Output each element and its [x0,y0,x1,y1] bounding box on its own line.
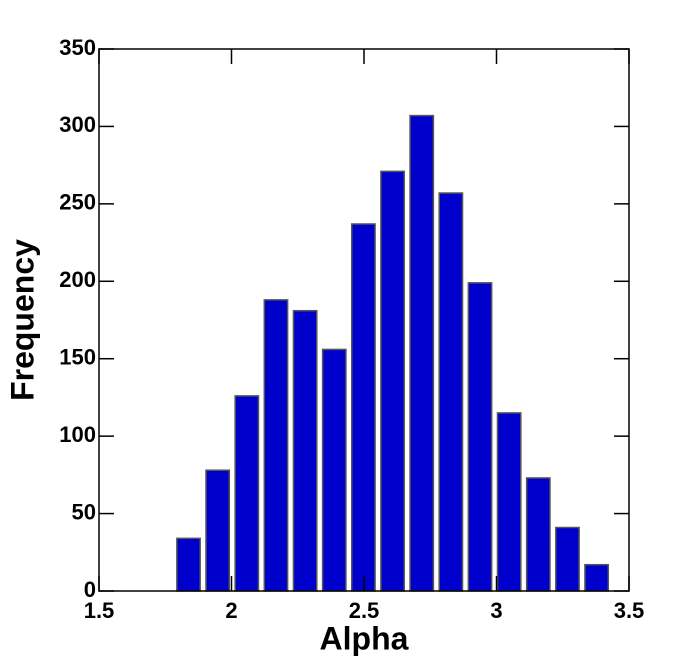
x-tick-label: 1.5 [84,598,115,623]
bar [438,192,464,592]
x-tick-label: 2 [225,598,237,623]
bar [380,170,405,592]
y-tick-label: 200 [59,267,96,292]
x-tick-label: 3.5 [614,598,645,623]
bar [234,395,260,592]
bar [584,563,610,592]
x-axis-label: Alpha [320,620,409,656]
bar [409,114,435,592]
x-tick-label: 2.5 [349,598,380,623]
x-tick-label: 3 [490,598,502,623]
y-tick-label: 300 [59,112,96,137]
bar [205,469,231,592]
bar [292,309,318,592]
y-axis-label: Frequency [4,239,40,401]
y-tick-label: 150 [59,345,96,370]
bar [525,477,551,592]
bar [351,223,376,592]
bar [176,537,201,592]
bar [321,348,347,592]
y-tick-label: 250 [59,190,96,215]
y-tick-label: 50 [72,499,96,524]
y-tick-label: 0 [84,577,96,602]
y-tick-label: 350 [59,35,96,60]
bar [555,526,580,592]
y-tick-label: 100 [59,422,96,447]
bar [263,299,289,592]
bar [467,282,493,592]
bar [496,412,522,592]
